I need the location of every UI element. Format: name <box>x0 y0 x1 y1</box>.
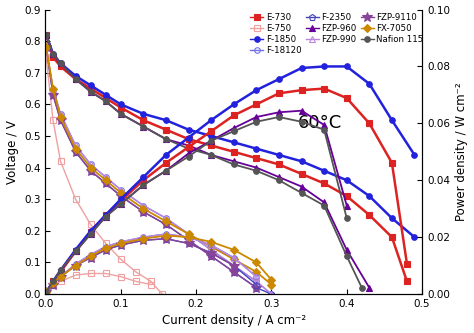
Y-axis label: Voltage / V: Voltage / V <box>6 120 18 184</box>
Text: 60°C: 60°C <box>298 114 343 132</box>
Y-axis label: Power density / W cm⁻²: Power density / W cm⁻² <box>456 83 468 221</box>
X-axis label: Current density / A cm⁻²: Current density / A cm⁻² <box>162 314 306 327</box>
Legend: E-730, E-750, F-1850, F-18120, F-2350, FZP-960, FZP-990, FZP-9110, FX-7050, Nafi: E-730, E-750, F-1850, F-18120, F-2350, F… <box>248 11 425 57</box>
